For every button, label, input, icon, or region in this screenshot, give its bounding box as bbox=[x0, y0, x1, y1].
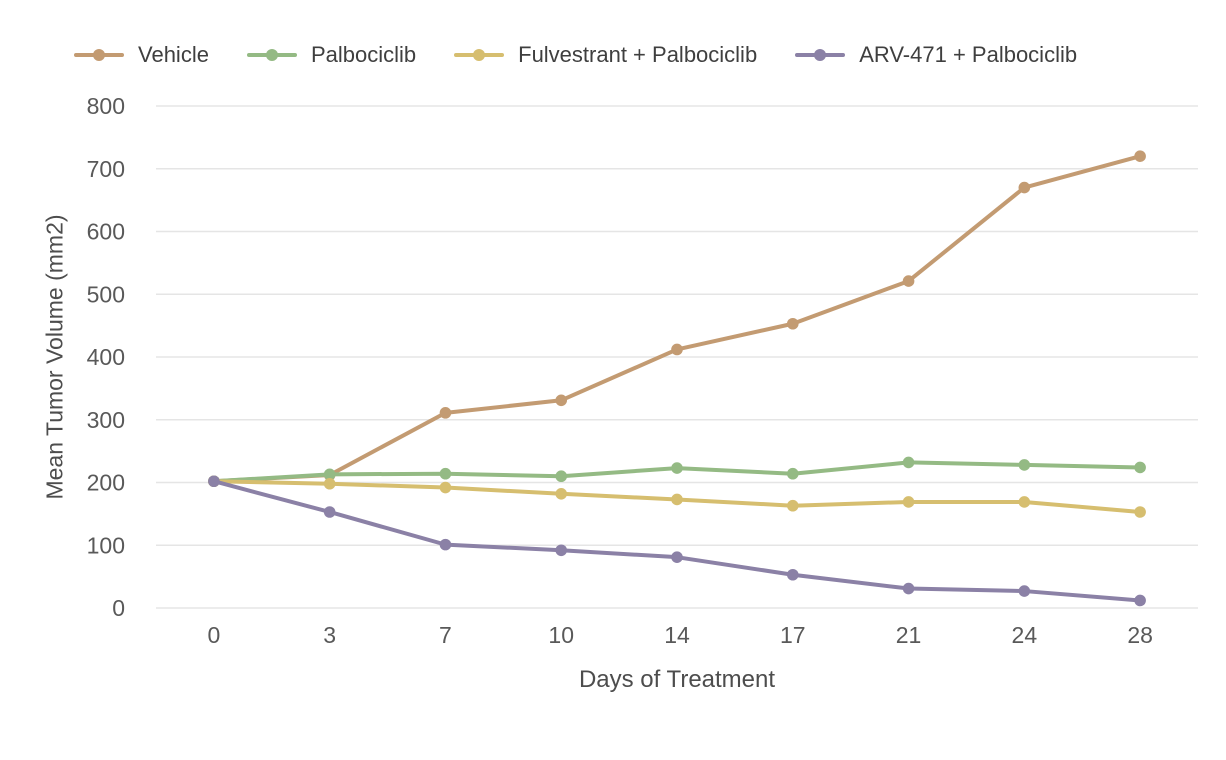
data-point bbox=[902, 275, 915, 287]
data-point bbox=[786, 568, 799, 581]
data-point bbox=[439, 467, 452, 480]
data-point bbox=[902, 456, 915, 469]
legend-item-arv-471-palbociclib: ARV-471 + Palbociclib bbox=[795, 44, 1077, 66]
legend-label: Palbociclib bbox=[310, 42, 417, 67]
y-axis-title: Mean Tumor Volume (mm2) bbox=[41, 214, 68, 500]
data-point bbox=[208, 475, 220, 488]
y-tick-label: 0 bbox=[112, 595, 125, 621]
legend-item-palbociclib: Palbociclib bbox=[246, 42, 417, 67]
y-tick-label: 400 bbox=[87, 344, 125, 370]
x-tick-label: 28 bbox=[1127, 622, 1153, 648]
x-tick-label: 10 bbox=[548, 622, 574, 648]
data-point bbox=[671, 343, 683, 356]
data-point bbox=[555, 394, 568, 407]
legend-line-marker-icon bbox=[795, 49, 846, 61]
legend-label: ARV-471 + Palbociclib bbox=[859, 42, 1078, 67]
data-point bbox=[1134, 594, 1146, 607]
data-point bbox=[1134, 506, 1146, 518]
x-tick-label: 17 bbox=[780, 622, 806, 648]
legend-line-marker-icon bbox=[74, 49, 124, 61]
data-point bbox=[1018, 585, 1031, 597]
data-point bbox=[439, 481, 452, 494]
legend: Vehicle Palbociclib Fulvestrant + Palbocic… bbox=[74, 44, 1077, 66]
legend-label: Fulvestrant + Palbociclib bbox=[518, 42, 758, 67]
data-point bbox=[555, 487, 568, 500]
data-point bbox=[439, 538, 452, 551]
data-point bbox=[786, 317, 799, 330]
data-point bbox=[1018, 459, 1031, 471]
data-point bbox=[1134, 461, 1146, 474]
data-point bbox=[1018, 181, 1031, 194]
y-tick-label: 600 bbox=[87, 219, 125, 245]
x-tick-label: 3 bbox=[323, 622, 336, 648]
y-tick-label: 500 bbox=[87, 281, 125, 307]
x-tick-label: 7 bbox=[439, 622, 452, 648]
x-tick-label: 14 bbox=[664, 622, 690, 648]
data-point bbox=[786, 499, 799, 512]
y-tick-label: 100 bbox=[87, 532, 125, 558]
data-point bbox=[323, 477, 336, 490]
data-point bbox=[786, 467, 799, 480]
legend-item-vehicle: Vehicle bbox=[74, 44, 209, 66]
data-point bbox=[671, 551, 683, 563]
data-point bbox=[439, 407, 452, 419]
data-point bbox=[902, 582, 915, 595]
data-point bbox=[902, 496, 915, 508]
data-point bbox=[671, 462, 683, 474]
data-point bbox=[555, 544, 568, 557]
x-tick-label: 24 bbox=[1012, 622, 1038, 648]
x-tick-label: 0 bbox=[207, 622, 220, 648]
legend-item-fulvestrant-palbociclib: Fulvestrant + Palbociclib bbox=[454, 44, 757, 66]
data-point bbox=[1018, 496, 1031, 508]
data-point bbox=[555, 470, 568, 483]
y-tick-label: 800 bbox=[87, 93, 125, 119]
data-point bbox=[1134, 150, 1146, 162]
x-axis-title: Days of Treatment bbox=[578, 666, 776, 693]
data-point bbox=[671, 493, 683, 506]
legend-label: Vehicle bbox=[138, 42, 209, 67]
series-line-vehicle bbox=[211, 154, 1143, 484]
legend-line-marker-icon bbox=[246, 49, 297, 61]
x-tick-label: 21 bbox=[896, 622, 922, 648]
data-point bbox=[323, 506, 336, 518]
data-point bbox=[323, 468, 336, 481]
y-tick-label: 700 bbox=[87, 156, 125, 182]
legend-line-marker-icon bbox=[454, 49, 505, 61]
y-tick-label: 300 bbox=[87, 407, 125, 433]
y-tick-label: 200 bbox=[87, 470, 125, 496]
